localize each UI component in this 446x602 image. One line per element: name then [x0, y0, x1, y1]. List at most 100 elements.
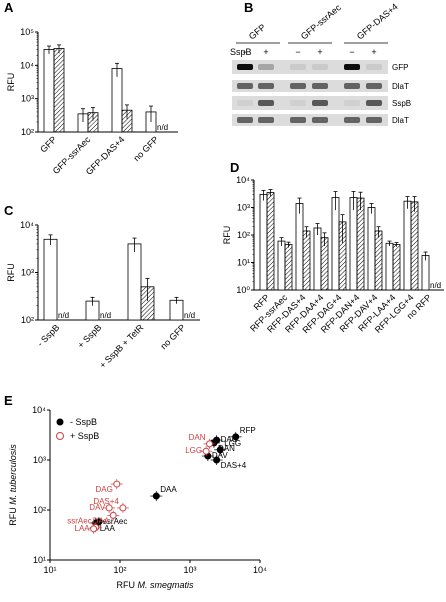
bar-series-1: [349, 197, 358, 291]
panel-label-c: C: [4, 203, 14, 218]
bar-series-2: [392, 244, 401, 291]
point-label: LAA: [100, 524, 116, 533]
bar-series-2: [410, 201, 419, 291]
x-axis-label: RFU M. smegmatis: [116, 580, 194, 590]
y-axis-label: RFU M. tuberculosis: [8, 444, 18, 526]
x-tick-label: - SspB: [35, 322, 61, 348]
bar-series-1: [385, 242, 394, 291]
data-point: [232, 433, 240, 441]
blot-band: [312, 64, 328, 70]
blot-band: [258, 100, 274, 106]
data-point: [152, 492, 160, 500]
blot-band: [290, 117, 306, 123]
bar-series-2: [284, 244, 293, 291]
nd-label: n/d: [184, 311, 195, 320]
y-tick-label: 10²: [237, 230, 250, 240]
point-label: DAN: [218, 444, 235, 453]
panel-d: D 10⁰10¹10²10³10⁴RFURFPRFP-ssrAecRFP-DAS…: [222, 160, 444, 335]
y-tick-label: 10⁵: [20, 27, 34, 37]
point-label: LAA: [75, 524, 91, 533]
panel-a: A 10²10³10⁴10⁵RFUGFPGFP-ssrAecGFP-DAS+4n…: [4, 0, 178, 177]
point-label: DAS+4: [93, 497, 119, 506]
data-point: [119, 504, 127, 512]
bar-series-2: [356, 197, 365, 291]
data-point: [90, 525, 98, 533]
nd-label: n/d: [157, 123, 168, 132]
point-label: DAA: [93, 516, 110, 525]
x-tick-label: GFP: [38, 134, 58, 154]
panel-label-a: A: [4, 0, 14, 15]
blot-band: [290, 83, 306, 89]
nd-label: n/d: [430, 281, 441, 290]
legend-marker-open: [56, 432, 64, 440]
point-label: LGG: [224, 439, 241, 448]
panel-label-b: B: [244, 0, 253, 15]
blot-band: [290, 100, 306, 106]
x-tick-label: 10³: [183, 565, 196, 575]
blot-row-label: SspB: [230, 47, 252, 57]
blot-strip: [232, 96, 388, 110]
blot-band: [258, 117, 274, 123]
data-point: [213, 456, 221, 464]
y-tick-label: 10²: [21, 315, 34, 325]
x-tick-label: 10²: [113, 565, 126, 575]
y-tick-label: 10¹: [33, 555, 46, 565]
blot-band: [344, 64, 360, 70]
y-tick-label: 10³: [21, 94, 34, 104]
point-label: RFP: [240, 426, 256, 435]
blot-lane-sign: +: [317, 47, 322, 57]
blot-band: [290, 64, 306, 70]
blot-strip: [232, 114, 388, 126]
bar-series-2: [374, 230, 383, 291]
data-point: [113, 480, 121, 488]
blot-group-label: GFP-ssrAec: [299, 2, 343, 41]
point-label: LGG: [185, 446, 202, 455]
y-tick-label: 10⁴: [20, 220, 34, 230]
y-tick-label: 10¹: [237, 258, 250, 268]
blot-lane-sign: +: [371, 47, 376, 57]
blot-band: [312, 83, 328, 89]
data-point: [206, 440, 214, 448]
blot-band-label: DlaT: [392, 116, 409, 125]
legend-label: - SspB: [70, 417, 97, 427]
point-label: DAG: [95, 485, 112, 494]
blot-band: [312, 100, 328, 106]
panel-label-e: E: [4, 393, 13, 408]
blot-band: [366, 64, 382, 70]
bar-series-1: [295, 203, 304, 291]
bar-series-2: [53, 48, 65, 133]
blot-band: [237, 117, 253, 123]
blot-band: [258, 64, 274, 70]
bar-series-1: [277, 240, 286, 291]
bar-series-1: [367, 207, 376, 291]
y-tick-label: 10⁰: [236, 285, 250, 295]
blot-band: [258, 83, 274, 89]
blot-lane-sign: −: [349, 47, 354, 57]
point-label: DAV: [89, 503, 106, 512]
point-label: ssrAec: [67, 516, 91, 525]
point-label: DAG: [221, 435, 238, 444]
x-tick-label: 10¹: [43, 565, 56, 575]
data-point: [109, 511, 117, 519]
blot-group-label: GFP-DAS+4: [355, 2, 400, 42]
bar-series-1: [403, 200, 412, 291]
blot-band: [344, 117, 360, 123]
blot-lane-sign: −: [242, 47, 247, 57]
y-tick-label: 10³: [237, 203, 250, 213]
y-tick-label: 10²: [21, 127, 34, 137]
y-tick-label: 10⁴: [236, 175, 250, 185]
bar-series-1: [331, 197, 340, 291]
bar-series-1: [127, 243, 142, 321]
point-label: DAA: [160, 485, 177, 494]
blot-band: [366, 117, 382, 123]
blot-band: [344, 100, 360, 106]
bar-series-1: [111, 68, 123, 133]
blot-band: [312, 117, 328, 123]
x-axis-label-italic: M. smegmatis: [137, 580, 194, 590]
panel-label-d: D: [230, 160, 239, 175]
blot-band-label: GFP: [392, 63, 408, 72]
blot-band-label: SspB: [392, 99, 411, 108]
panel-c: C 10² 10³ 10⁴ RFU n/d - SspB n/d + SspB+ SspB +…: [4, 203, 200, 370]
